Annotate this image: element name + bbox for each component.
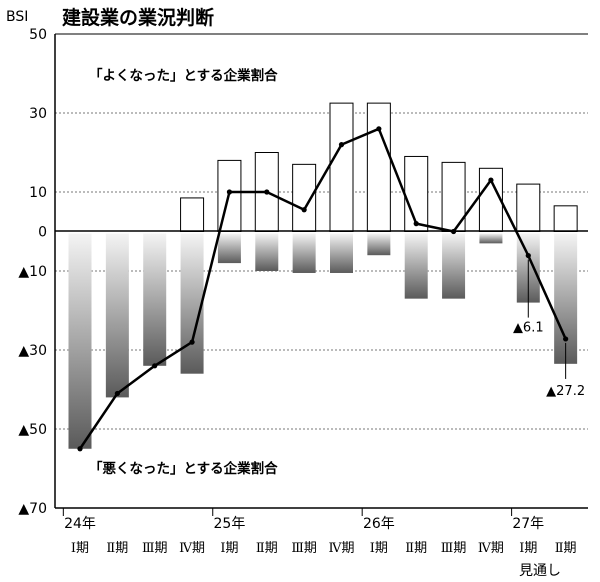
y-tick-label: ▲50	[18, 422, 47, 438]
bsi-point	[301, 207, 307, 213]
negative-bar	[217, 233, 241, 264]
quarter-label: Ⅱ期	[256, 541, 278, 556]
forecast-label: 見通し	[519, 563, 561, 579]
positive-series-note: 「よくなった」とする企業割合	[89, 67, 278, 84]
y-tick-label: 50	[29, 27, 47, 43]
negative-bar	[404, 233, 428, 299]
year-label: 26年	[363, 516, 395, 532]
positive-bar	[180, 197, 205, 233]
negative-bar	[180, 233, 204, 374]
bsi-point	[189, 339, 195, 345]
quarter-label: Ⅱ期	[555, 541, 577, 556]
y-tick-label: 30	[29, 106, 47, 122]
bsi-line-group: ▲6.1 ▲27.2	[77, 126, 585, 452]
negative-bar	[479, 233, 503, 244]
bsi-point	[264, 189, 270, 195]
bsi-point	[563, 336, 569, 342]
bsi-point	[488, 177, 494, 183]
quarter-label: Ⅲ期	[142, 541, 168, 556]
bsi-point	[226, 189, 233, 195]
bsi-value-label: ▲27.2	[546, 384, 585, 399]
quarter-label: Ⅲ期	[291, 541, 317, 556]
bsi-value-label: ▲6.1	[513, 321, 544, 336]
bsi-point	[413, 221, 419, 227]
bsi-line	[78, 127, 567, 450]
y-tick-label: 10	[29, 185, 47, 201]
quarter-label: Ⅱ期	[405, 541, 427, 556]
bsi-point	[376, 126, 382, 132]
quarter-label: Ⅳ期	[179, 541, 205, 556]
bsi-point	[77, 446, 83, 452]
negative-bar	[442, 233, 466, 299]
positive-bar	[553, 205, 578, 232]
quarter-label: Ⅰ期	[519, 541, 537, 556]
quarter-label: Ⅳ期	[478, 541, 504, 556]
year-label: 27年	[512, 516, 544, 532]
quarter-label: Ⅳ期	[329, 541, 355, 556]
negative-bar	[292, 233, 316, 273]
quarter-label: Ⅰ期	[71, 541, 89, 556]
bar-group	[68, 102, 578, 449]
y-tick-label: ▲10	[18, 264, 47, 280]
quarter-label: Ⅰ期	[370, 541, 388, 556]
positive-bar	[516, 183, 541, 233]
negative-bar	[105, 233, 129, 398]
negative-bar	[330, 233, 353, 273]
axes	[54, 33, 588, 509]
negative-bar	[68, 233, 92, 449]
quarter-label: Ⅰ期	[220, 541, 238, 556]
year-label: 25年	[214, 516, 246, 532]
y-tick-labels: 50 30 10 0 ▲10 ▲30 ▲50 ▲70	[18, 27, 47, 517]
y-tick-label: 0	[38, 225, 47, 241]
bsi-point	[114, 390, 120, 397]
positive-bar	[366, 102, 391, 232]
bsi-point	[152, 363, 158, 369]
chart-title: 建設業の業況判断	[62, 6, 214, 29]
negative-bar	[255, 233, 279, 271]
negative-series-note: 「悪くなった」とする企業割合	[89, 460, 278, 477]
y-tick-label: ▲30	[18, 343, 47, 359]
positive-bar	[329, 102, 354, 232]
bsi-point	[338, 142, 345, 148]
negative-bar	[554, 233, 578, 364]
x-tick-labels: Ⅰ期 Ⅱ期 Ⅲ期 Ⅳ期 Ⅰ期 Ⅱ期 Ⅲ期 Ⅳ期 Ⅰ期 Ⅱ期 Ⅲ期 Ⅳ期 Ⅰ期 Ⅱ期 24年 25年 26年 27年	[62, 508, 577, 556]
quarter-label: Ⅲ期	[441, 541, 467, 556]
y-axis-label: BSI	[6, 9, 28, 25]
negative-bar	[143, 233, 167, 366]
negative-bar	[367, 233, 391, 256]
quarter-label: Ⅱ期	[106, 541, 128, 556]
year-label: 24年	[64, 516, 96, 532]
bsi-point	[450, 228, 457, 235]
bsi-point	[525, 252, 531, 259]
y-tick-label: ▲70	[18, 501, 47, 517]
